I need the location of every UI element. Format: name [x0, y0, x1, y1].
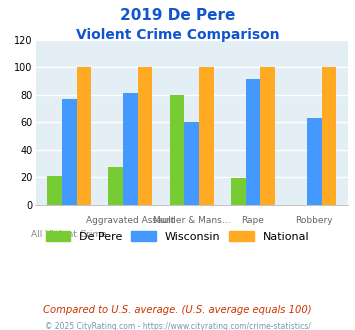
Bar — [170, 95, 184, 205]
Bar — [184, 122, 199, 205]
Text: Aggravated Assault: Aggravated Assault — [86, 216, 175, 225]
Bar — [123, 93, 138, 205]
Bar — [307, 118, 322, 205]
Bar — [199, 67, 214, 205]
Text: 2019 De Pere: 2019 De Pere — [120, 8, 235, 23]
Text: Compared to U.S. average. (U.S. average equals 100): Compared to U.S. average. (U.S. average … — [43, 305, 312, 315]
Text: Robbery: Robbery — [295, 216, 333, 225]
Text: All Violent Crime: All Violent Crime — [31, 230, 107, 239]
Bar — [231, 179, 246, 205]
Bar — [62, 99, 77, 205]
Bar — [246, 80, 260, 205]
Text: © 2025 CityRating.com - https://www.cityrating.com/crime-statistics/: © 2025 CityRating.com - https://www.city… — [45, 322, 310, 330]
Bar — [138, 67, 153, 205]
Bar — [260, 67, 275, 205]
Bar — [322, 67, 336, 205]
Legend: De Pere, Wisconsin, National: De Pere, Wisconsin, National — [41, 227, 314, 246]
Bar — [108, 168, 123, 205]
Bar — [77, 67, 91, 205]
Text: Murder & Mans...: Murder & Mans... — [153, 216, 230, 225]
Text: Rape: Rape — [241, 216, 264, 225]
Bar — [47, 176, 62, 205]
Text: Violent Crime Comparison: Violent Crime Comparison — [76, 28, 279, 42]
